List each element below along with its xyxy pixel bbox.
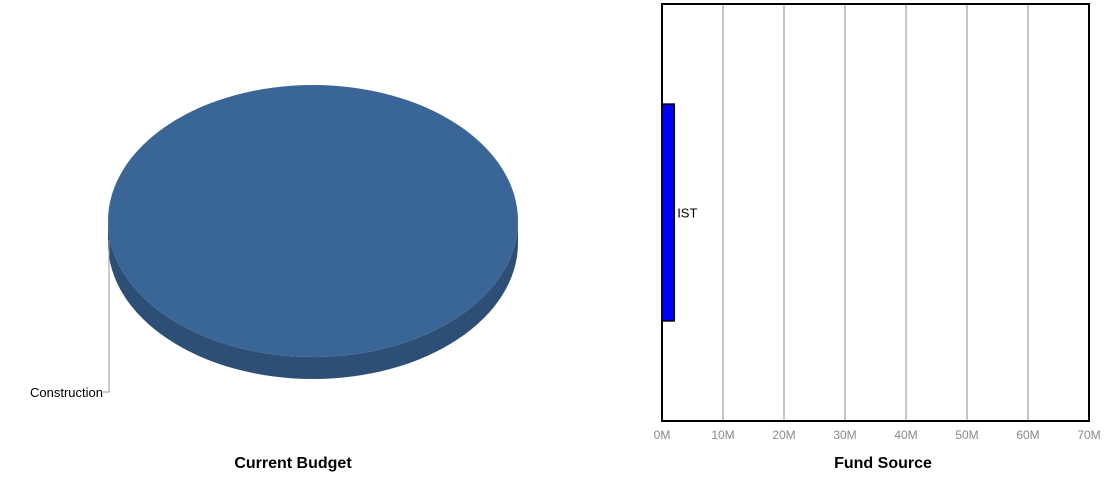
- current-budget-chart: Construction Current Budget: [30, 85, 518, 472]
- pie-leader-line: [103, 240, 110, 393]
- x-tick-label: 40M: [894, 428, 917, 442]
- pie-slice-label: Construction: [30, 385, 103, 400]
- x-tick-label: 10M: [711, 428, 734, 442]
- pie-slice-side: [108, 221, 518, 379]
- pie-slice-construction: [108, 85, 518, 357]
- x-tick-label: 70M: [1077, 428, 1100, 442]
- bar-ist: [661, 103, 675, 322]
- bar-chart-title: Fund Source: [834, 455, 932, 472]
- x-tick-label: 0M: [654, 428, 671, 442]
- bar-category-label: IST: [677, 206, 697, 221]
- x-tick-label: 30M: [833, 428, 856, 442]
- x-tick-label: 20M: [772, 428, 795, 442]
- fund-source-chart: 0M 10M 20M 30M 40M 50M 60M 70M IST Fund Source: [560, 0, 1116, 477]
- x-tick-label: 60M: [1016, 428, 1039, 442]
- bar-chart-svg: 0M 10M 20M 30M 40M 50M 60M 70M IST: [654, 3, 1101, 442]
- pie-chart-svg: Construction: [30, 85, 518, 400]
- x-tick-label: 50M: [955, 428, 978, 442]
- pie-chart-title: Current Budget: [234, 455, 352, 472]
- plot-frame: [661, 3, 1090, 422]
